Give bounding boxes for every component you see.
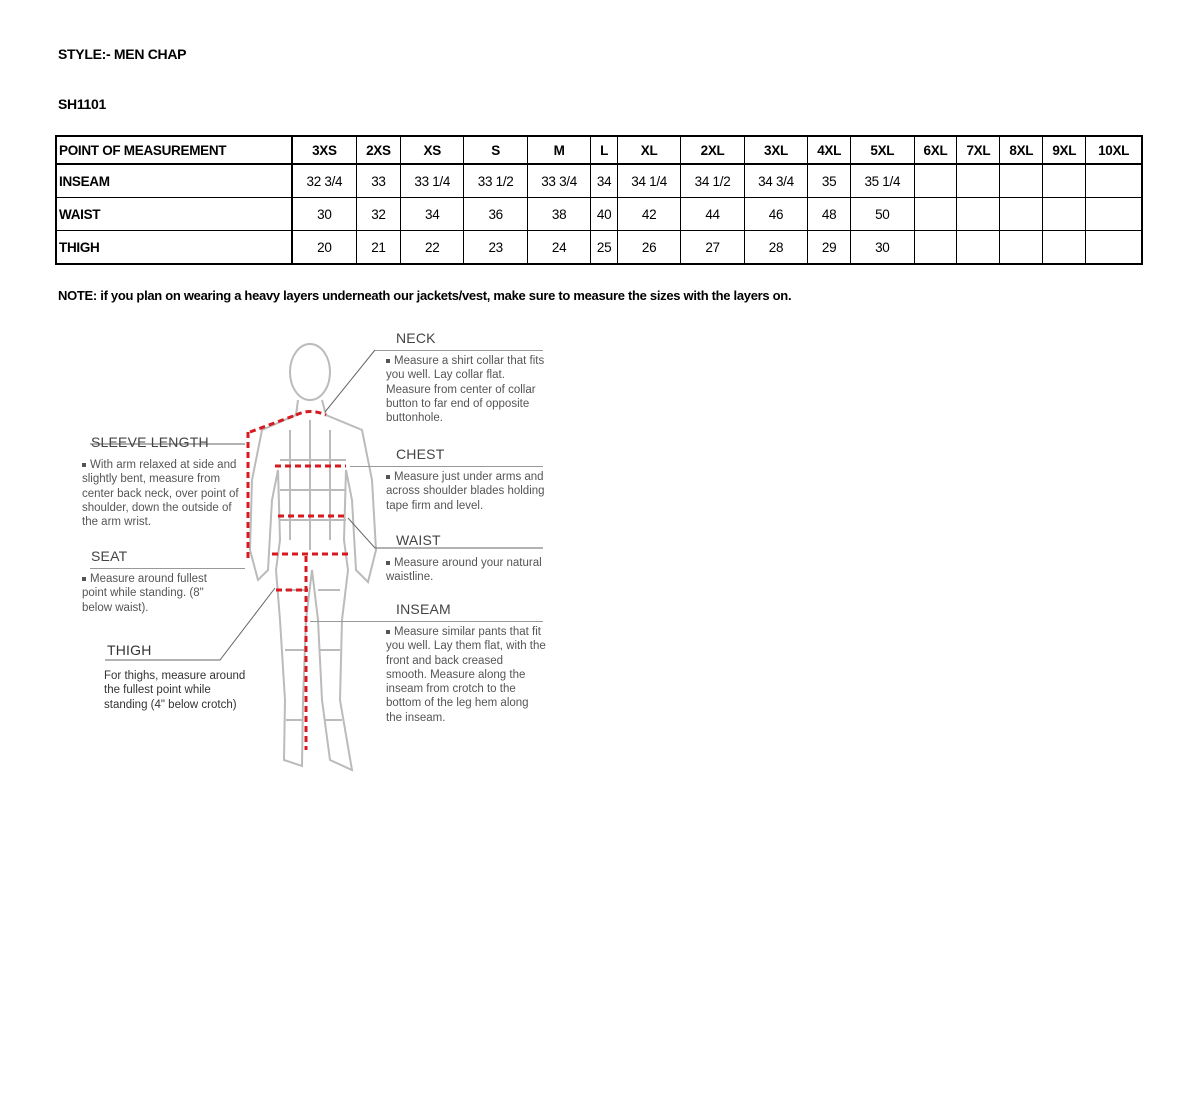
table-cell (913, 197, 958, 231)
table-cell (913, 163, 958, 198)
body-measurement-figure (90, 343, 543, 772)
table-cell: 7XL (956, 135, 1001, 165)
table-cell: 24 (526, 230, 592, 265)
table-cell: 33 1/2 (463, 163, 528, 198)
table-cell (999, 230, 1044, 265)
style-title: STYLE:- MEN CHAP (58, 46, 187, 62)
table-cell: 34 1/4 (616, 163, 682, 198)
table-cell (1042, 230, 1087, 265)
table-cell: 36 (463, 197, 528, 231)
table-cell: 34 3/4 (743, 163, 809, 198)
table-cell (1042, 197, 1087, 231)
table-cell: 35 1/4 (850, 163, 915, 198)
table-cell: 34 1/2 (680, 163, 745, 198)
thigh-description: For thighs, measure around the fullest p… (104, 670, 246, 711)
table-cell: 2XS (355, 135, 402, 165)
table-cell: 23 (463, 230, 528, 265)
table-cell: 30 (291, 197, 357, 231)
table-cell: XS (400, 135, 465, 165)
row-label: WAIST (55, 197, 293, 231)
table-cell: 6XL (913, 135, 958, 165)
table-cell: 30 (850, 230, 915, 265)
table-cell: 34 (400, 197, 465, 231)
table-cell: XL (616, 135, 682, 165)
table-cell: 44 (680, 197, 745, 231)
table-cell (999, 163, 1044, 198)
table-cell (1085, 230, 1143, 265)
table-cell: 21 (355, 230, 402, 265)
table-cell: 42 (616, 197, 682, 231)
table-cell: 50 (850, 197, 915, 231)
thigh-label: THIGH (107, 642, 152, 658)
table-cell (999, 197, 1044, 231)
table-cell: 5XL (850, 135, 915, 165)
table-cell (956, 197, 1001, 231)
style-code: SH1101 (58, 96, 107, 112)
table-cell: 20 (291, 230, 357, 265)
waist-description: Measure around your natural waistline. (386, 556, 546, 585)
table-cell: 32 (355, 197, 402, 231)
table-cell (913, 230, 958, 265)
table-cell: 32 3/4 (291, 163, 357, 198)
table-cell (956, 230, 1001, 265)
seat-description: Measure around fullest point while stand… (82, 572, 232, 615)
table-cell: 33 3/4 (526, 163, 592, 198)
table-cell: 35 (807, 163, 852, 198)
size-chart-table: POINT OF MEASUREMENT 3XS 2XS XS S M L XL 2XL 3XL 4… (55, 135, 1143, 265)
chest-description: Measure just under arms and across shoul… (386, 471, 545, 512)
table-cell: 4XL (807, 135, 852, 165)
table-cell (1085, 197, 1143, 231)
inseam-label: INSEAM (396, 601, 451, 617)
table-cell (1085, 163, 1143, 198)
sleeve-length-label: SLEEVE LENGTH (91, 434, 209, 450)
row-label: POINT OF MEASUREMENT (55, 135, 293, 165)
neck-description: Measure a shirt collar that fits you wel… (386, 355, 545, 425)
row-label: THIGH (55, 230, 293, 265)
table-cell: 38 (526, 197, 592, 231)
table-cell: 3XL (743, 135, 809, 165)
table-row: THIGH 20 21 22 23 24 25 26 27 28 29 30 (55, 230, 1143, 265)
seat-label: SEAT (91, 548, 128, 564)
table-cell (1042, 163, 1087, 198)
table-cell: 29 (807, 230, 852, 265)
table-cell: L (590, 135, 618, 165)
table-cell: 48 (807, 197, 852, 231)
table-cell: 27 (680, 230, 745, 265)
neck-label: NECK (396, 330, 436, 346)
table-cell: 46 (743, 197, 809, 231)
note: NOTE: if you plan on wearing a heavy lay… (58, 288, 792, 303)
table-cell: 34 (590, 163, 618, 198)
chest-label: CHEST (396, 446, 445, 462)
table-cell: 40 (590, 197, 618, 231)
table-cell: 28 (743, 230, 809, 265)
row-label: INSEAM (55, 163, 293, 198)
sleeve-length-description: With arm relaxed at side and slightly be… (82, 458, 242, 529)
table-cell: 3XS (291, 135, 357, 165)
table-cell: 22 (400, 230, 465, 265)
table-cell: 33 (355, 163, 402, 198)
table-cell: 10XL (1085, 135, 1143, 165)
table-cell: S (463, 135, 528, 165)
table-cell: 26 (616, 230, 682, 265)
table-cell (956, 163, 1001, 198)
table-row: INSEAM 32 3/4 33 33 1/4 33 1/2 33 3/4 34 34 1/4… (55, 163, 1143, 198)
table-cell: 8XL (999, 135, 1044, 165)
table-cell: 25 (590, 230, 618, 265)
table-cell: 33 1/4 (400, 163, 465, 198)
table-cell: 9XL (1042, 135, 1087, 165)
inseam-description: Measure similar pants that fit you well.… (386, 626, 546, 724)
table-cell: 2XL (680, 135, 745, 165)
waist-label: WAIST (396, 532, 441, 548)
table-header-row: POINT OF MEASUREMENT 3XS 2XS XS S M L XL 2XL 3XL 4… (55, 135, 1143, 165)
table-cell: M (526, 135, 592, 165)
table-row: WAIST 30 32 34 36 38 40 42 44 46 48 50 (55, 197, 1143, 231)
